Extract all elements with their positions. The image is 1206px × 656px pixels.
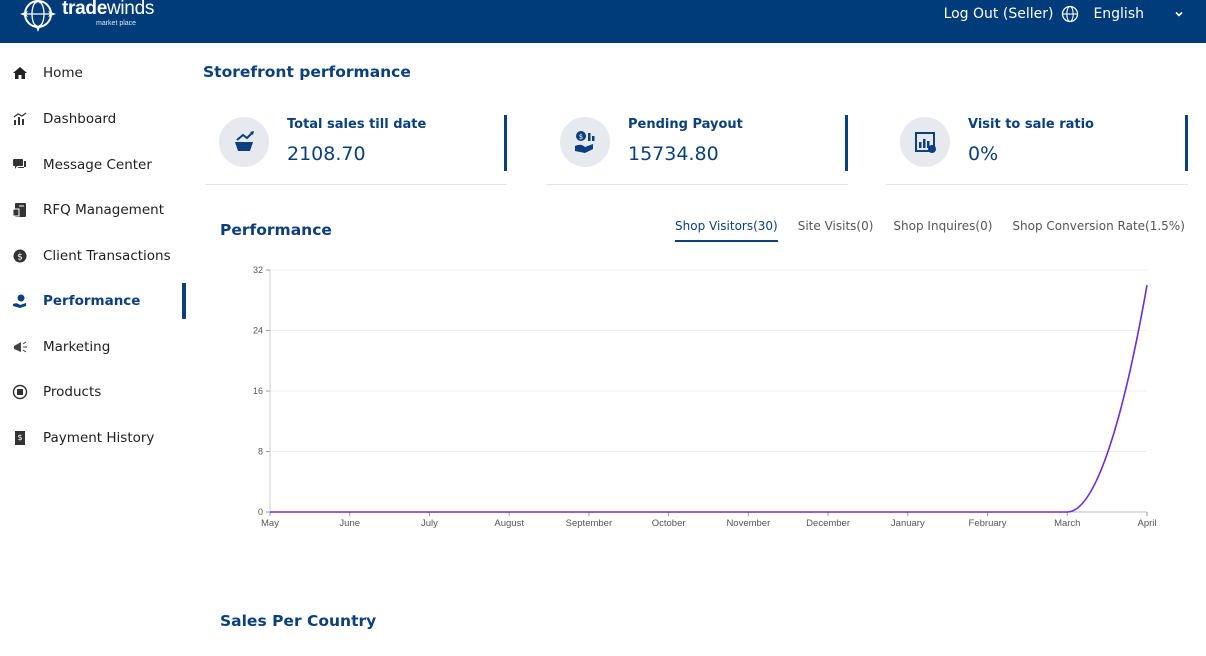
x-tick-label: January (891, 518, 925, 529)
logout-link[interactable]: Log Out (Seller) (943, 6, 1054, 22)
performance-icon (12, 293, 28, 309)
sidebar-item-label: Client Transactions (43, 248, 171, 264)
svg-text:$: $ (17, 253, 23, 263)
performance-title: Performance (220, 221, 332, 239)
sidebar-item-label: Message Center (43, 157, 152, 173)
ratio-chart-icon (900, 117, 950, 167)
storefront-title: Storefront performance (203, 63, 411, 81)
logo-globe-icon (20, 0, 56, 32)
x-tick-label: June (339, 518, 360, 529)
stat-title: Pending Payout (628, 117, 743, 132)
sidebar-item-label: Home (43, 65, 83, 81)
sidebar-item-dashboard[interactable]: Dashboard (0, 101, 186, 137)
x-tick-label: May (261, 518, 279, 529)
sidebar-item-label: Dashboard (43, 111, 117, 127)
y-tick-label: 24 (253, 326, 263, 336)
sidebar-item-products[interactable]: Products (0, 374, 186, 410)
y-tick-label: 32 (253, 265, 263, 275)
x-tick-label: October (652, 518, 686, 529)
x-tick-label: July (421, 518, 438, 529)
sidebar-item-label: RFQ Management (43, 202, 164, 218)
brand-logo[interactable]: tradewinds market place (18, 0, 154, 34)
sidebar-item-client-transactions[interactable]: $ Client Transactions (0, 238, 186, 274)
dashboard-icon (12, 111, 28, 127)
payout-hand-icon: $ (560, 117, 610, 167)
x-tick-label: September (566, 518, 612, 529)
sidebar-item-label: Marketing (43, 339, 111, 355)
tab-shop-inquires[interactable]: Shop Inquires(0) (893, 219, 993, 233)
stat-title: Total sales till date (287, 117, 427, 132)
tab-shop-visitors[interactable]: Shop Visitors(30) (675, 219, 778, 242)
stat-title: Visit to sale ratio (968, 117, 1094, 132)
globe-icon (1062, 5, 1079, 23)
megaphone-icon (12, 339, 28, 355)
logo-subtitle: market place (96, 20, 137, 27)
x-tick-label: April (1137, 518, 1156, 529)
message-icon (12, 157, 28, 173)
language-select[interactable]: English (1093, 6, 1144, 22)
sidebar-item-label: Performance (43, 293, 141, 309)
tab-site-visits[interactable]: Site Visits(0) (797, 219, 874, 233)
sales-cart-icon (219, 117, 269, 167)
sidebar-item-payment-history[interactable]: $ Payment History (0, 420, 186, 456)
sidebar-item-marketing[interactable]: Marketing (0, 329, 186, 365)
home-icon (12, 65, 28, 81)
stat-value: 15734.80 (628, 143, 719, 165)
sidebar-item-rfq-management[interactable]: RFQ Management (0, 192, 186, 228)
sidebar-item-label: Payment History (43, 430, 155, 446)
transactions-icon: $ (12, 248, 28, 264)
sidebar-item-label: Products (43, 384, 102, 400)
sidebar-item-message-center[interactable]: Message Center (0, 147, 186, 183)
x-tick-label: August (494, 518, 524, 529)
x-tick-label: February (969, 518, 1007, 529)
stat-card-total-sales: Total sales till date 2108.70 (205, 103, 507, 185)
x-tick-label: November (726, 518, 770, 529)
sidebar-nav: Home Dashboard Message Center RFQ Manage… (0, 43, 186, 656)
receipt-icon: $ (12, 430, 28, 446)
sidebar-item-performance[interactable]: Performance (0, 283, 186, 319)
y-tick-label: 8 (258, 447, 263, 457)
stat-card-pending-payout: $ Pending Payout 15734.80 (546, 103, 848, 185)
svg-text:$: $ (17, 433, 22, 442)
performance-tabs: Shop Visitors(30) Site Visits(0) Shop In… (675, 219, 1185, 242)
products-icon (12, 384, 28, 400)
chevron-down-icon[interactable] (1174, 9, 1184, 19)
x-tick-label: March (1054, 518, 1080, 529)
sidebar-item-home[interactable]: Home (0, 55, 186, 91)
logo-wordmark: tradewinds (62, 0, 155, 19)
top-bar: tradewinds market place Log Out (Seller)… (0, 0, 1206, 43)
sales-per-country-title: Sales Per Country (220, 612, 377, 630)
stat-card-visit-ratio: Visit to sale ratio 0% (886, 103, 1188, 185)
series-line-shop-visitors (270, 284, 1148, 513)
y-tick-label: 0 (258, 507, 263, 517)
rfq-icon (12, 202, 28, 218)
y-tick-label: 16 (253, 386, 263, 396)
x-tick-label: December (806, 518, 850, 529)
performance-line-chart: 0 8 16 24 32 May June July August September Octobe… (253, 265, 1157, 529)
stat-value: 2108.70 (287, 143, 366, 165)
stat-value: 0% (968, 143, 999, 165)
tab-shop-conversion-rate[interactable]: Shop Conversion Rate(1.5%) (1012, 219, 1185, 233)
svg-text:$: $ (579, 133, 583, 141)
